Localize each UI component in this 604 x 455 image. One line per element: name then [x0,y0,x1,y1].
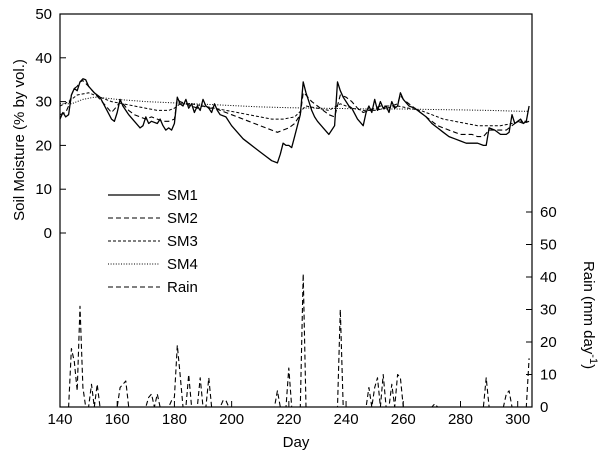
legend-label-rain: Rain [167,279,198,296]
y-right-tick-label-10: 10 [540,367,557,384]
x-tick-label-180: 180 [162,411,187,428]
x-tick-label-200: 200 [219,411,244,428]
legend: SM1 SM2 SM3 SM4 Rain [108,187,198,296]
legend-label-sm1: SM1 [167,187,198,204]
y-left-tick-label-0: 0 [44,225,52,242]
axis-ticks: 140 160 180 200 220 240 260 280 300 0 10 20 30 40 50 0 1… [35,6,556,428]
y-left-tick-label-50: 50 [35,6,52,23]
y-right-tick-label-40: 40 [540,269,557,286]
series-layer [59,78,530,408]
series-line-sm4 [60,96,530,112]
series-line-sm1 [59,78,530,164]
series-line-rain [60,273,530,408]
y-left-tick-label-20: 20 [35,137,52,154]
y-left-tick-label-30: 30 [35,94,52,111]
y-left-tick-label-10: 10 [35,181,52,198]
plot-frame-group [59,13,533,408]
x-tick-label-300: 300 [505,411,530,428]
x-axis-title: Day [283,434,310,451]
y-right-tick-label-20: 20 [540,334,557,351]
y-axis-left-title: Soil Moisture (% by vol.) [11,59,28,221]
legend-label-sm3: SM3 [167,233,198,250]
y-right-tick-label-60: 60 [540,204,557,221]
x-tick-label-260: 260 [391,411,416,428]
y-axis-right-title: Rain (mm day-1) [580,261,599,369]
y-axis-right-title-close: ) [580,364,597,369]
y-left-tick-label-40: 40 [35,50,52,67]
x-tick-label-240: 240 [334,411,359,428]
y-right-tick-label-50: 50 [540,237,557,254]
x-tick-label-140: 140 [47,411,72,428]
series-line-sm3 [59,92,530,127]
y-axis-right-title-main: Rain (mm day [580,261,597,355]
y-right-tick-label-30: 30 [540,302,557,319]
x-tick-label-160: 160 [105,411,130,428]
y-right-tick-label-0: 0 [540,399,548,416]
plot-frame [59,13,533,408]
legend-label-sm4: SM4 [167,256,198,273]
legend-label-sm2: SM2 [167,210,198,227]
series-line-sm2 [59,80,530,138]
x-tick-label-280: 280 [448,411,473,428]
y-axis-right-title-sup: -1 [587,354,599,364]
x-tick-label-220: 220 [276,411,301,428]
